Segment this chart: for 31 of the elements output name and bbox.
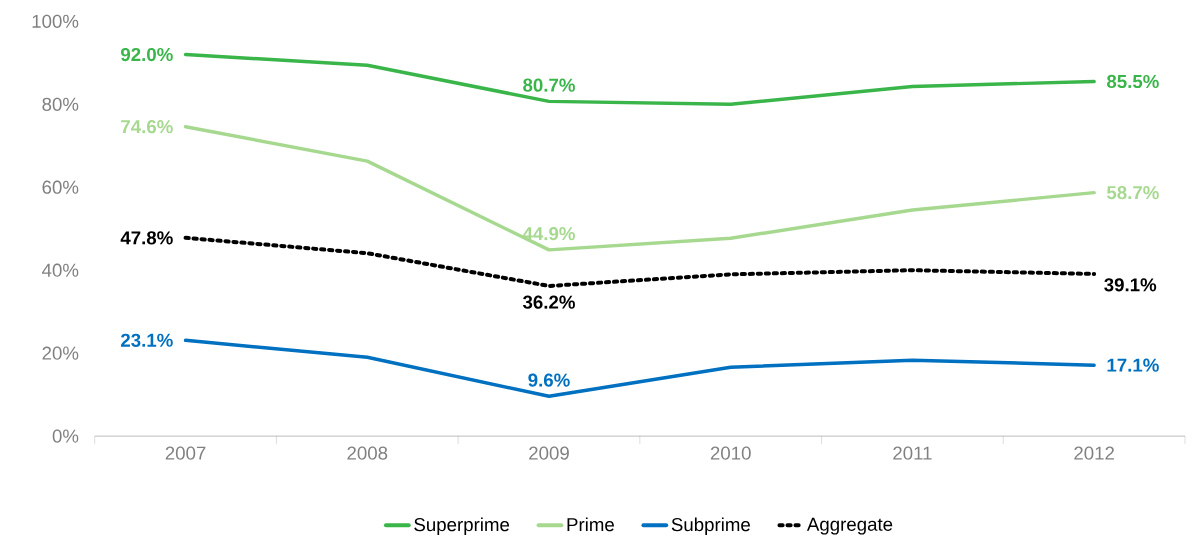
data-label: 39.1%: [1104, 277, 1157, 292]
y-tick-label: 60%: [42, 180, 79, 194]
data-label: 36.2%: [522, 295, 575, 309]
y-tick-label: 20%: [42, 346, 79, 360]
data-label: 47.8%: [120, 230, 173, 245]
data-label: 85.5%: [1106, 74, 1159, 88]
data-label: 23.1%: [121, 333, 173, 347]
line-series: [183, 124, 1096, 252]
x-tick-label: 2011: [893, 446, 932, 460]
legend-label: Aggregate: [806, 517, 893, 535]
y-tick-label: 0%: [52, 429, 79, 443]
data-label: 17.1%: [1107, 358, 1159, 372]
x-tick-label: 2007: [165, 446, 206, 460]
y-tick-label: 40%: [42, 263, 79, 277]
y-tick-label: 80%: [42, 97, 79, 111]
legend-label: Superprime: [414, 517, 510, 535]
data-label: 80.7%: [523, 78, 575, 92]
x-tick-label: 2008: [347, 446, 388, 460]
data-label: 92.0%: [121, 47, 173, 61]
line-series: [183, 338, 1096, 398]
data-label: 74.6%: [121, 119, 173, 134]
data-label: 9.6%: [528, 373, 570, 387]
y-tick-label: 100%: [32, 14, 79, 28]
x-tick-label: 2010: [710, 446, 751, 460]
legend-label: Subprime: [671, 517, 750, 535]
x-tick-label: 2009: [529, 446, 569, 460]
line-series: [183, 52, 1096, 106]
x-tick-label: 2012: [1074, 446, 1114, 460]
data-label: 58.7%: [1106, 185, 1159, 200]
data-label: 44.9%: [522, 226, 575, 241]
legend-label: Prime: [567, 517, 614, 532]
